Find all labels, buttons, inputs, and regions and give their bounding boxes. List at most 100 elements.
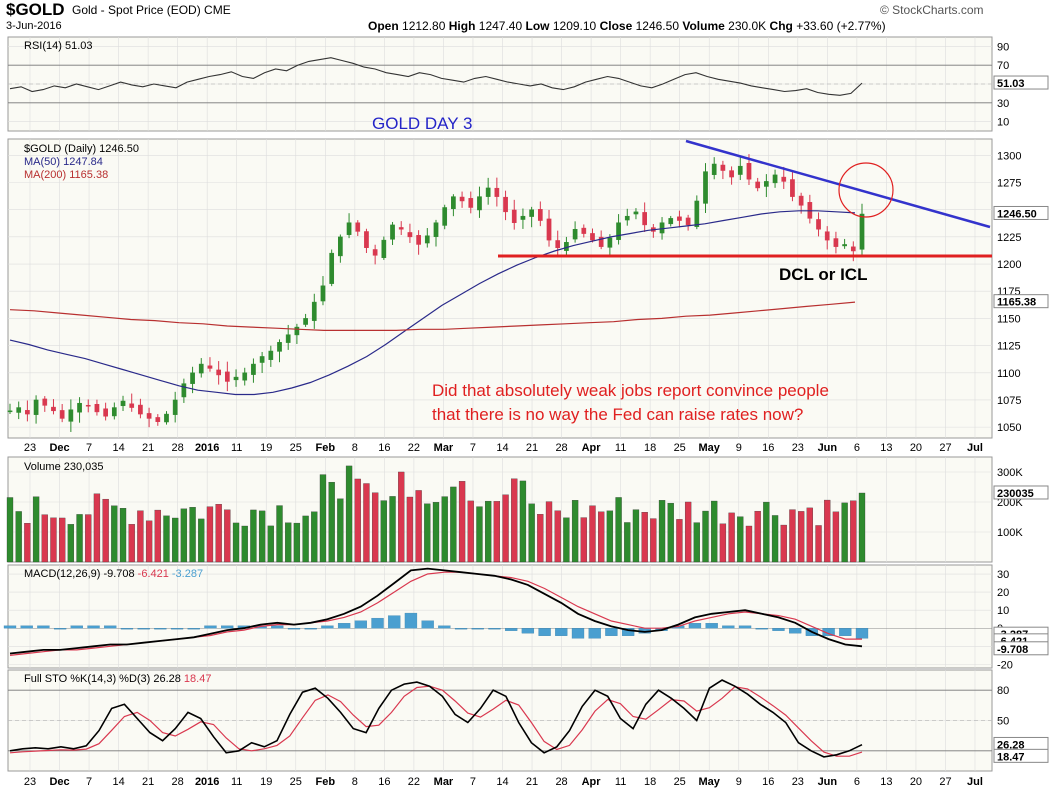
macd-hist-bar [421, 620, 434, 629]
volume-bar [606, 510, 614, 563]
volume-bar [519, 480, 527, 563]
volume-bar [815, 525, 822, 563]
volume-bar [571, 500, 579, 563]
x-tick-label: 14 [496, 442, 508, 454]
candle-body [277, 342, 282, 352]
volume-bar [563, 517, 570, 563]
ma200-legend: MA(200) 1165.38 [24, 169, 108, 181]
volume-bar [319, 474, 327, 563]
volume-bar [554, 510, 561, 563]
y-tick-label: 200K [997, 497, 1023, 509]
ma200-line [9, 301, 856, 331]
x-tick-label: 28 [172, 776, 184, 788]
volume-bar [241, 525, 248, 563]
macd-legend-main: MACD(12,26,9) -9.708 [24, 568, 135, 580]
volume-bar [389, 496, 396, 563]
volume-bar [502, 494, 509, 563]
macd-hist-bar [722, 625, 735, 629]
close-label: Close [599, 19, 633, 33]
volume-bar [50, 517, 57, 563]
high-value: 1247.40 [478, 19, 523, 33]
candle-body [746, 163, 752, 180]
x-tick-label: 7 [470, 776, 476, 788]
candle-body [346, 222, 352, 235]
candle-body [659, 222, 665, 234]
high-label: High [448, 19, 476, 33]
candle-body [224, 371, 230, 382]
volume-last-label: 230035 [997, 488, 1034, 500]
candle-body [398, 227, 404, 230]
volume-bar [598, 511, 605, 563]
volume-bar [198, 518, 205, 563]
x-tick-label: 6 [854, 776, 860, 788]
candle-body [720, 164, 726, 171]
volume-bar [719, 523, 727, 563]
x-tick-label: Jun [818, 442, 838, 454]
candle-body [294, 326, 300, 336]
candle-body [633, 211, 639, 215]
y-tick-label: -20 [997, 659, 1013, 671]
x-tick-label: 20 [910, 776, 922, 788]
x-tick-label: 23 [24, 442, 36, 454]
macd-last-label: -9.708 [997, 644, 1028, 656]
rsi-last-label-box [993, 75, 1049, 90]
x-tick-label: Dec [49, 442, 69, 454]
x-tick-label: 25 [674, 442, 686, 454]
candle-body [781, 176, 787, 182]
volume-bar [345, 465, 353, 563]
candle-body [285, 334, 291, 343]
volume-bar [493, 501, 501, 563]
price-legend: $GOLD (Daily) 1246.50 [24, 143, 139, 155]
x-tick-label: 18 [644, 442, 656, 454]
sto-d-label-box [993, 748, 1049, 763]
candle-body [790, 179, 795, 197]
candle-body [824, 231, 830, 241]
candle-body [268, 350, 274, 360]
candle-body [442, 207, 448, 226]
candle-body [172, 399, 178, 415]
volume-bar [24, 523, 31, 563]
low-value: 1209.10 [552, 19, 597, 33]
candle-body [798, 195, 804, 206]
volume-bar [328, 481, 335, 563]
candle-body [816, 219, 821, 230]
candle-body [729, 170, 734, 178]
candle-body [468, 198, 474, 208]
candle-body [598, 236, 604, 247]
candle-body [242, 372, 248, 381]
candle-body [364, 231, 369, 248]
chart-symbol: $GOLD [6, 0, 65, 19]
x-tick-label: 23 [792, 442, 804, 454]
macd-last-label-box [993, 641, 1049, 656]
x-tick-label: 27 [939, 776, 951, 788]
candle-body [311, 301, 317, 321]
ma50-line [9, 210, 856, 396]
volume-bar [832, 511, 840, 563]
ohlc-summary: Open 1212.80 High 1247.40 Low 1209.10 Cl… [368, 19, 886, 33]
comment-line-2: that there is no way the Fed can raise r… [432, 405, 803, 424]
volume-bar [163, 515, 170, 563]
x-tick-label: 23 [24, 776, 36, 788]
candle-body [190, 372, 195, 384]
candle-body [416, 235, 421, 245]
volume-bar [232, 522, 240, 563]
y-tick-label: 1125 [997, 341, 1021, 353]
candle-body [590, 233, 595, 241]
candle-body [138, 404, 143, 415]
volume-bar [632, 509, 640, 563]
volume-bar [824, 499, 831, 563]
x-tick-label: 19 [260, 442, 272, 454]
macd-hist-bar [521, 628, 535, 634]
candle-body [129, 403, 135, 408]
candle-body [772, 174, 778, 184]
macd-hist-bar [738, 625, 752, 629]
y-tick-label: 10 [997, 117, 1009, 129]
price-last-label: 1246.50 [997, 208, 1037, 220]
x-tick-label: 7 [86, 776, 92, 788]
candle-body [7, 410, 13, 413]
candle-body [477, 196, 482, 211]
candle-body [207, 365, 213, 369]
volume-bar [32, 496, 40, 563]
candle-body [564, 242, 569, 251]
rsi-last-label: 51.03 [997, 78, 1025, 90]
